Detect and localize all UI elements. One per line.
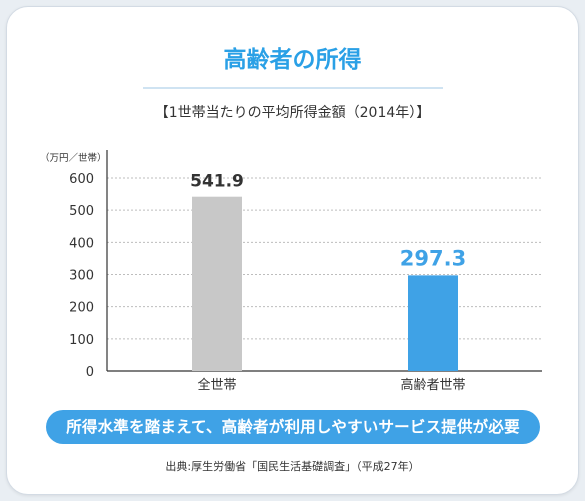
y-tick-label: 300 — [69, 269, 94, 284]
y-tick-label: 200 — [69, 301, 94, 316]
y-tick-label: 600 — [69, 172, 94, 187]
y-tick-label: 400 — [69, 236, 94, 251]
bar-elderly-households — [408, 275, 458, 371]
x-category-label: 高齢者世帯 — [400, 377, 465, 393]
x-category-label: 全世帯 — [197, 377, 236, 393]
y-tick-label: 100 — [69, 333, 94, 348]
y-tick-label: 500 — [69, 204, 94, 219]
data-label: 541.9 — [190, 172, 244, 192]
y-tick-label: 0 — [86, 365, 94, 380]
data-label: 297.3 — [400, 246, 466, 270]
page-title: 高齢者の所得 — [223, 47, 362, 73]
bar-all-households — [192, 196, 242, 371]
chart-subtitle: 【1世帯当たりの平均所得金額（2014年）】 — [154, 105, 431, 121]
source-note: 出典:厚生労働省「国民生活基礎調査」（平成27年） — [165, 460, 420, 473]
conclusion-banner: 所得水準を踏まえて、高齢者が利用しやすいサービス提供が必要 — [46, 410, 540, 444]
title-underline — [143, 87, 443, 89]
y-axis-unit-label: （万円／世帯） — [40, 152, 107, 164]
